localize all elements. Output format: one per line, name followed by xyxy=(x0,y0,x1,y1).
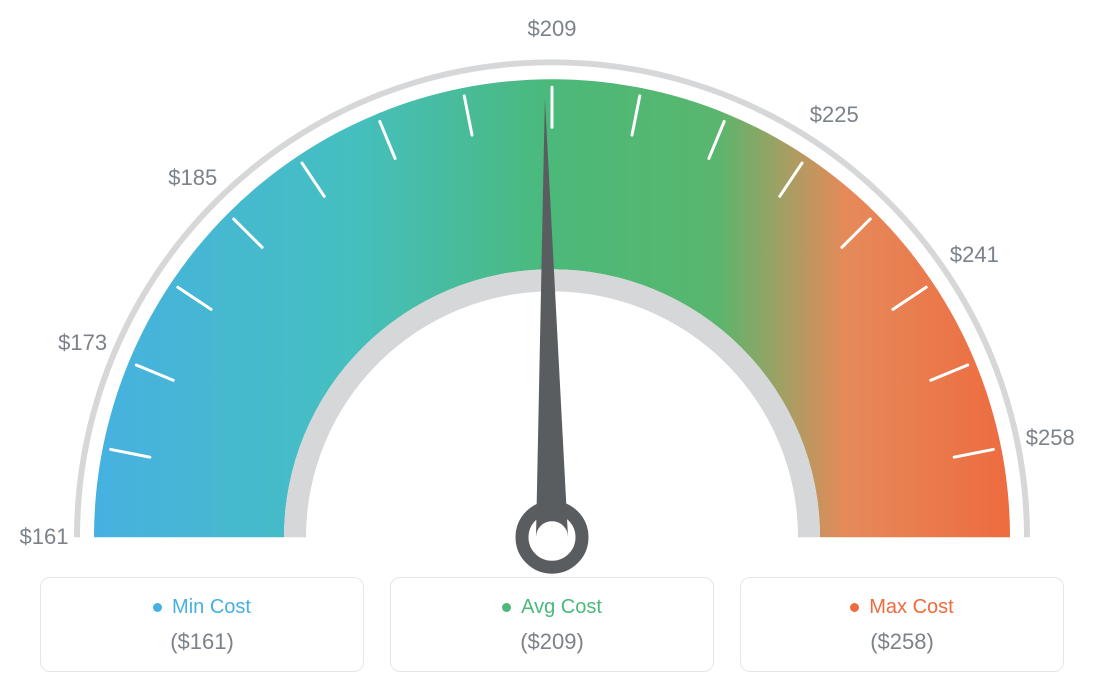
gauge-tick-label: $241 xyxy=(950,242,999,268)
cost-gauge: $161 $173 $185 $209 $225 $241 $258 xyxy=(0,0,1104,560)
min-dot-icon xyxy=(153,603,162,612)
min-cost-title: Min Cost xyxy=(153,596,251,619)
gauge-tick-label: $185 xyxy=(168,165,217,191)
summary-cards: Min Cost ($161) Avg Cost ($209) Max Cost… xyxy=(0,577,1104,672)
avg-cost-card: Avg Cost ($209) xyxy=(390,577,714,672)
avg-cost-label: Avg Cost xyxy=(521,596,602,619)
min-cost-card: Min Cost ($161) xyxy=(40,577,364,672)
gauge-tick-label: $258 xyxy=(1026,425,1075,451)
gauge-tick-label: $209 xyxy=(528,16,577,42)
gauge-tick-label: $225 xyxy=(810,102,859,128)
max-cost-card: Max Cost ($258) xyxy=(740,577,1064,672)
max-cost-title: Max Cost xyxy=(850,596,953,619)
min-cost-value: ($161) xyxy=(51,629,353,655)
avg-cost-title: Avg Cost xyxy=(502,596,602,619)
max-dot-icon xyxy=(850,603,859,612)
max-cost-label: Max Cost xyxy=(869,596,953,619)
min-cost-label: Min Cost xyxy=(172,596,251,619)
max-cost-value: ($258) xyxy=(751,629,1053,655)
avg-cost-value: ($209) xyxy=(401,629,703,655)
gauge-tick-label: $173 xyxy=(58,330,107,356)
gauge-tick-label: $161 xyxy=(20,524,69,550)
avg-dot-icon xyxy=(502,603,511,612)
gauge-svg xyxy=(0,7,1104,627)
